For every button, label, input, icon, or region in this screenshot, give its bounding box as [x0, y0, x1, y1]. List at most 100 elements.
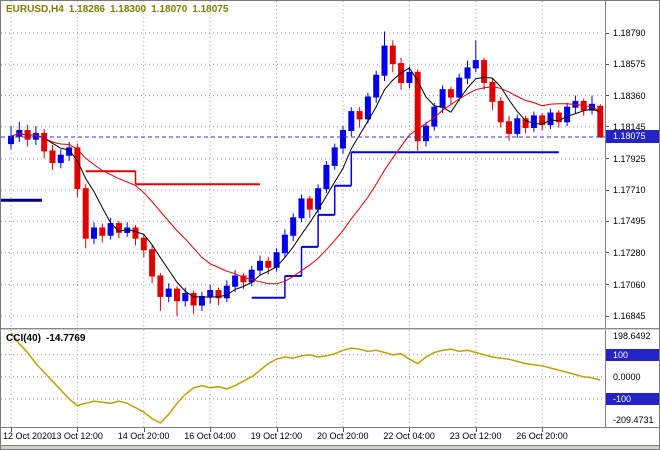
candle: [589, 95, 595, 115]
candle: [514, 114, 521, 138]
time-scale[interactable]: 12 Oct 2020 13 Oct 12:00 14 Oct 20:00 16 Oc…: [1, 428, 659, 445]
candle: [555, 110, 562, 128]
candle: [530, 111, 537, 132]
time-tick: [77, 428, 79, 432]
candle: [431, 102, 438, 131]
time-label: 16 Oct 04:00: [184, 431, 236, 441]
indicator-label: CCI(40): [6, 333, 42, 344]
candle: [472, 40, 479, 73]
candle: [489, 78, 496, 111]
candle: [364, 92, 371, 124]
price-tick: [606, 315, 609, 317]
candle: [66, 142, 73, 161]
candle: [564, 102, 571, 127]
price-label: 1.18145: [613, 121, 646, 132]
candle: [497, 97, 504, 128]
candle: [132, 225, 139, 246]
candle: [522, 115, 529, 134]
candle: [49, 145, 56, 170]
candle: [323, 161, 330, 194]
price-label: 1.17710: [613, 185, 646, 196]
time-tick: [343, 428, 344, 432]
candle: [306, 196, 313, 218]
candle: [381, 31, 388, 81]
time-tick: [11, 428, 12, 432]
time-label: 13 Oct 12:00: [51, 431, 103, 441]
candle: [356, 107, 363, 128]
candle: [389, 40, 396, 73]
cci-level-label: 0.0000: [613, 371, 641, 382]
candle: [207, 284, 214, 304]
candle: [373, 70, 380, 103]
candle: [157, 273, 164, 311]
candle: [107, 217, 114, 240]
cci-scale[interactable]: 198.6492 -209.4731 100 0.0000 -100: [606, 330, 659, 427]
time-label: 20 Oct 20:00: [317, 431, 369, 441]
cci-header: CCI(40) -14.7769: [6, 333, 91, 344]
candle: [398, 57, 405, 90]
time-tick: [542, 428, 544, 432]
candle: [91, 222, 97, 244]
candle: [340, 126, 346, 154]
candle: [481, 57, 488, 90]
candle: [198, 292, 205, 311]
time-tick: [276, 428, 278, 432]
panel-separator[interactable]: [1, 328, 659, 330]
candle: [223, 280, 230, 303]
candle: [41, 129, 48, 159]
ma-fast-line: [10, 67, 601, 298]
candle: [456, 73, 463, 102]
price-tick: [606, 95, 609, 97]
candle: [165, 283, 172, 303]
candle: [580, 98, 587, 116]
candle: [257, 255, 263, 276]
candle: [447, 86, 454, 105]
cci-indicator-panel[interactable]: [1, 330, 605, 427]
time-scale-separator: [1, 427, 659, 428]
candle: [406, 66, 413, 89]
time-tick: [409, 428, 411, 432]
window-bottom-edge: [1, 445, 659, 449]
indicator-value: -14.7769: [46, 333, 86, 344]
candle: [290, 213, 297, 242]
candle: [281, 229, 288, 258]
time-label: 19 Oct 12:00: [250, 431, 303, 441]
candle: [597, 104, 604, 138]
price-label: 1.16845: [613, 311, 646, 321]
price-tick: [606, 220, 609, 222]
time-label: 23 Oct 12:00: [449, 431, 502, 441]
price-label: 1.17925: [613, 153, 646, 164]
time-label: 22 Oct 04:00: [383, 431, 435, 441]
price-scale[interactable]: 1.18075 1.18790 1.18575 1.18360 1.18145 1.17…: [606, 1, 659, 328]
price-tick: [606, 189, 609, 191]
candle: [464, 60, 471, 84]
time-label: 26 Oct 20:00: [516, 431, 568, 441]
candle: [423, 121, 429, 147]
main-chart-area[interactable]: [1, 1, 605, 328]
current-price-box: 1.18075: [606, 130, 659, 144]
scale-separator: [605, 1, 606, 445]
cci-line: [10, 332, 601, 424]
time-label: 14 Oct 20:00: [117, 431, 170, 441]
candle: [16, 121, 23, 143]
price-label: 1.17495: [613, 216, 646, 227]
price-tick: [606, 252, 609, 254]
candle: [273, 248, 280, 272]
cci-min-label: -209.4731: [613, 415, 654, 425]
price-label: 1.18360: [613, 90, 646, 101]
candle: [298, 194, 305, 223]
price-label: 1.18790: [613, 28, 646, 38]
candle: [8, 126, 14, 150]
quote-high: 1.18300: [109, 4, 147, 15]
time-tick: [210, 428, 212, 432]
candle: [348, 107, 355, 137]
candle: [149, 245, 156, 284]
quote-low: 1.18070: [151, 4, 188, 15]
ma-slow-line: [10, 86, 601, 285]
candle: [547, 108, 554, 129]
candle: [57, 149, 64, 169]
price-tick: [606, 284, 609, 286]
quote-open: 1.18286: [68, 4, 105, 15]
candle: [82, 184, 89, 249]
price-label: 1.17060: [613, 279, 646, 290]
